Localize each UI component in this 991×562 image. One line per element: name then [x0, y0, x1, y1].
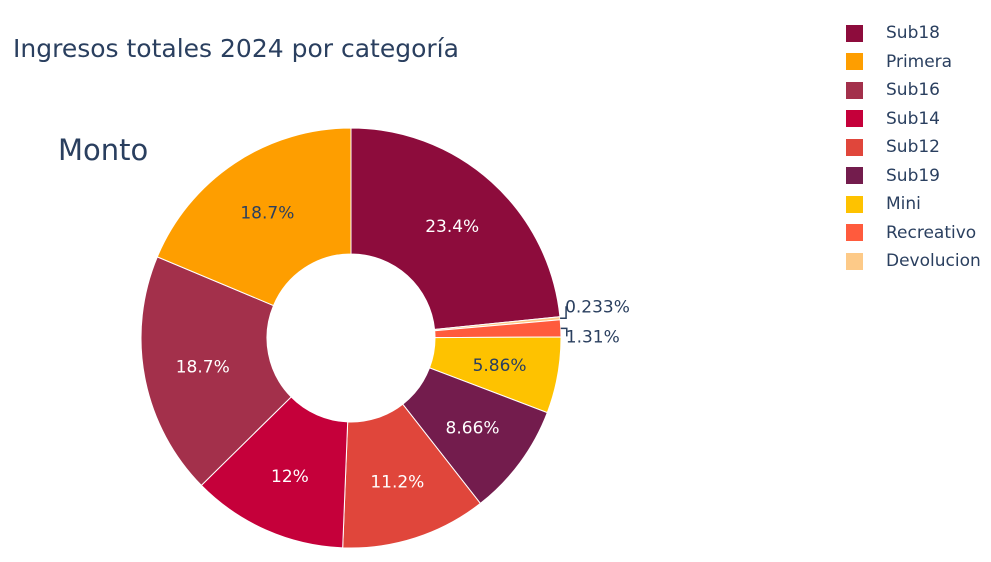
slice-sub16[interactable] — [140, 256, 292, 487]
legend-swatch — [846, 53, 863, 71]
legend-swatch — [846, 195, 863, 213]
slice-sub18[interactable] — [350, 127, 561, 331]
leader-line-devolucion — [560, 306, 567, 320]
legend: Sub18 Primera Sub16 Sub14 Sub12 Sub19 Mini Recr… — [846, 19, 981, 276]
legend-item-sub14[interactable]: Sub14 — [846, 105, 981, 134]
slice-label-devolucion: 0.233% — [565, 297, 630, 317]
legend-swatch — [846, 24, 863, 42]
legend-label: Sub16 — [886, 80, 940, 101]
legend-label: Primera — [886, 51, 953, 72]
legend-item-sub12[interactable]: Sub12 — [846, 133, 981, 162]
legend-label: Sub18 — [886, 23, 940, 44]
slice-label-sub12: 11.2% — [370, 473, 424, 493]
legend-swatch — [846, 224, 863, 242]
leader-line-recreativo — [560, 327, 568, 337]
legend-label: Devolucion — [886, 251, 981, 272]
slice-primera[interactable] — [156, 127, 352, 307]
legend-swatch — [846, 81, 863, 99]
chart-title: Ingresos totales 2024 por categoría — [13, 34, 459, 63]
legend-label: Recreativo — [886, 222, 977, 243]
legend-label: Sub19 — [886, 165, 940, 186]
legend-item-devolucion[interactable]: Devolucion — [846, 247, 981, 276]
legend-label: Mini — [886, 194, 921, 215]
legend-item-mini[interactable]: Mini — [846, 190, 981, 219]
slice-label-recreativo: 1.31% — [566, 327, 620, 347]
legend-item-sub16[interactable]: Sub16 — [846, 76, 981, 105]
legend-item-sub18[interactable]: Sub18 — [846, 19, 981, 48]
slice-label-sub18: 23.4% — [425, 217, 479, 237]
slice-label-mini: 5.86% — [473, 356, 527, 376]
slices-group — [140, 127, 562, 549]
legend-swatch — [846, 252, 863, 270]
legend-swatch — [846, 167, 863, 185]
legend-label: Sub12 — [886, 137, 940, 158]
slice-sub12[interactable] — [342, 403, 482, 549]
legend-item-sub19[interactable]: Sub19 — [846, 162, 981, 191]
slice-label-sub14: 12% — [271, 467, 309, 487]
slice-label-sub19: 8.66% — [446, 419, 500, 439]
legend-swatch — [846, 110, 863, 128]
slice-label-sub16: 18.7% — [176, 358, 230, 378]
slice-sub14[interactable] — [200, 396, 349, 549]
slice-label-primera: 18.7% — [240, 203, 294, 223]
legend-label: Sub14 — [886, 108, 940, 129]
legend-swatch — [846, 138, 863, 156]
legend-item-recreativo[interactable]: Recreativo — [846, 219, 981, 248]
legend-item-primera[interactable]: Primera — [846, 48, 981, 77]
chart-annotation: Monto — [58, 133, 148, 167]
labels-group: 23.4% 0.233% 1.31% 5.86% 8.66% 11.2% 12% 18.7% 1… — [176, 203, 630, 492]
